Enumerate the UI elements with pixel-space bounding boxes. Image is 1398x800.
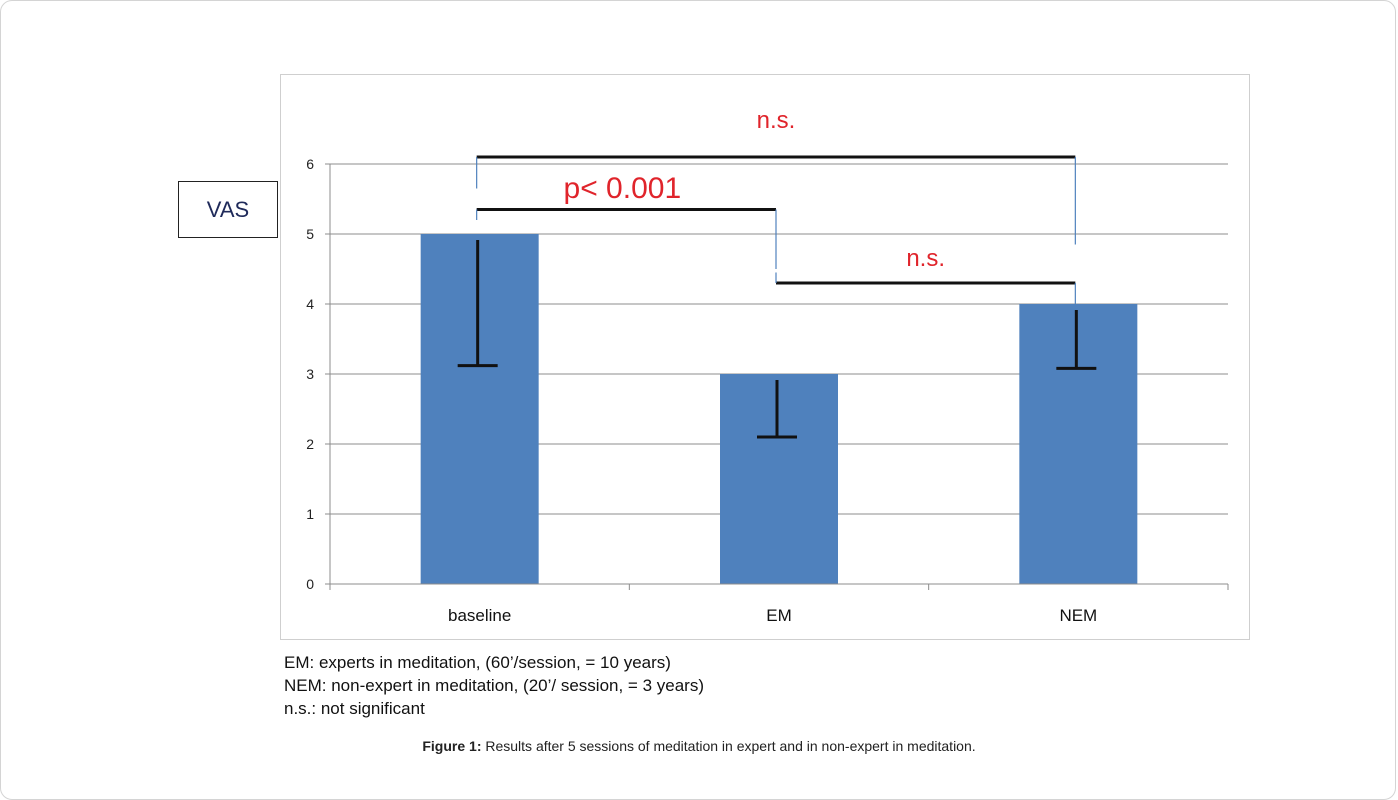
y-axis-label-box: VAS <box>178 181 278 238</box>
figure-caption: Figure 1: Results after 5 sessions of me… <box>0 738 1398 754</box>
chart-notes: EM: experts in meditation, (60’/session,… <box>284 651 704 720</box>
y-tick-label: 0 <box>306 576 314 592</box>
y-tick-label: 5 <box>306 226 314 242</box>
error-bars <box>457 240 1097 439</box>
bar-nem <box>1019 304 1138 584</box>
y-tick-label: 1 <box>306 506 314 522</box>
y-tick-label: 2 <box>306 436 314 452</box>
note-em: EM: experts in meditation, (60’/session,… <box>284 653 671 672</box>
figure-caption-text: Results after 5 sessions of meditation i… <box>481 738 976 754</box>
bar-chart: 0 1 2 3 4 5 6 baseline EM NEM n.s. p< 0.001 n.s. <box>306 107 1229 625</box>
significance-label: n.s. <box>906 245 945 272</box>
bar-em <box>720 374 838 584</box>
note-nem: NEM: non-expert in meditation, (20’/ ses… <box>284 676 704 695</box>
significance-label: n.s. <box>757 107 796 134</box>
bars <box>420 234 1138 584</box>
y-tick-label: 3 <box>306 366 314 382</box>
significance-label: p< 0.001 <box>564 172 682 205</box>
figure-caption-label: Figure 1: <box>422 738 482 754</box>
bar-baseline <box>420 234 539 584</box>
y-tick-label: 6 <box>306 156 314 172</box>
x-tick-label-baseline: baseline <box>448 606 511 625</box>
y-tick-label: 4 <box>306 296 314 312</box>
significance-brackets: n.s. p< 0.001 n.s. <box>476 107 1076 306</box>
x-tick-label-nem: NEM <box>1059 606 1097 625</box>
note-ns: n.s.: not significant <box>284 699 425 718</box>
axes: 0 1 2 3 4 5 6 baseline EM NEM <box>306 156 1229 625</box>
y-axis-label: VAS <box>206 196 250 222</box>
x-tick-label-em: EM <box>766 606 792 625</box>
